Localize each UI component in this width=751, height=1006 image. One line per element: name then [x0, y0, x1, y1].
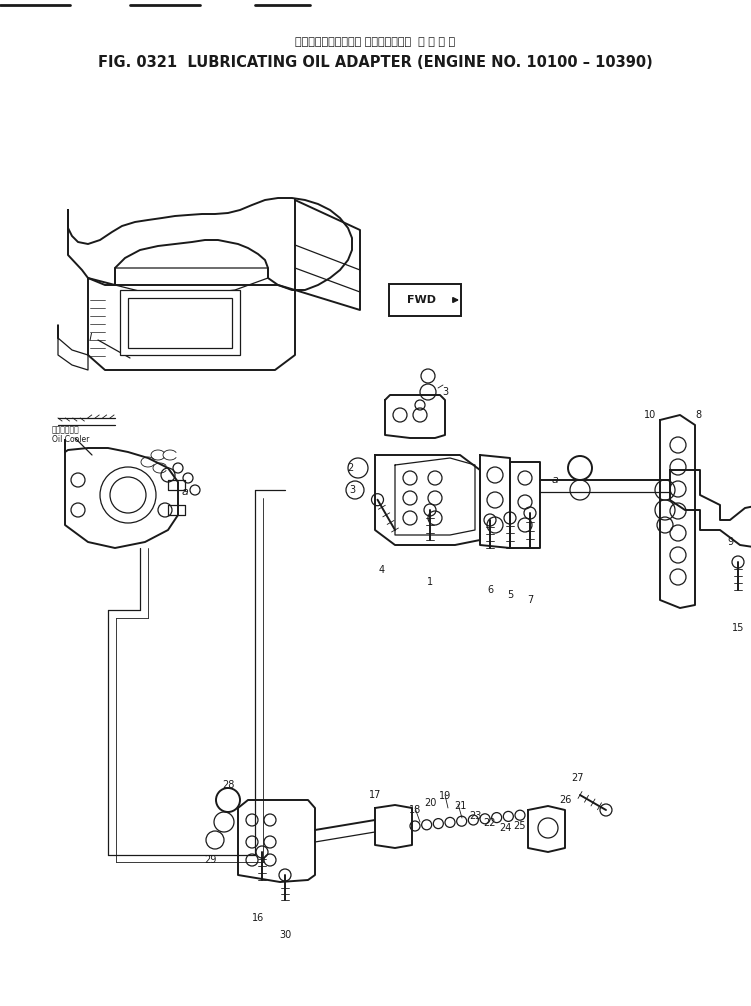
Text: 23: 23 — [469, 811, 481, 821]
Text: 3: 3 — [442, 387, 448, 397]
Text: 15: 15 — [731, 623, 744, 633]
Text: 17: 17 — [369, 790, 382, 800]
Text: 8: 8 — [695, 410, 701, 420]
Text: 2: 2 — [347, 463, 353, 473]
Text: 21: 21 — [454, 801, 466, 811]
Text: 10: 10 — [644, 410, 656, 420]
Text: 9: 9 — [727, 537, 733, 547]
Text: 22: 22 — [484, 818, 496, 828]
Bar — [120, 290, 240, 355]
Text: 5: 5 — [507, 590, 513, 600]
Text: 19: 19 — [439, 791, 451, 801]
Text: a: a — [551, 475, 559, 485]
Text: 29: 29 — [204, 855, 216, 865]
Text: 18: 18 — [409, 805, 421, 815]
Text: 20: 20 — [424, 798, 436, 808]
Text: 4: 4 — [379, 565, 385, 575]
Bar — [128, 298, 232, 348]
Text: 30: 30 — [279, 930, 291, 940]
Text: 28: 28 — [222, 780, 234, 790]
Text: FWD: FWD — [408, 295, 436, 305]
Text: 25: 25 — [514, 821, 526, 831]
Text: a: a — [182, 487, 189, 497]
Text: 1: 1 — [427, 577, 433, 586]
Text: 26: 26 — [559, 795, 572, 805]
Text: 6: 6 — [487, 585, 493, 595]
Text: FIG. 0321  LUBRICATING OIL ADAPTER (ENGINE NO. 10100 – 10390): FIG. 0321 LUBRICATING OIL ADAPTER (ENGIN… — [98, 54, 653, 69]
Text: 24: 24 — [499, 823, 511, 833]
Text: 3: 3 — [349, 485, 355, 495]
Text: 16: 16 — [252, 913, 264, 923]
Text: 27: 27 — [572, 773, 584, 783]
FancyBboxPatch shape — [389, 284, 461, 316]
Text: ルーブリケーティング オイルアダプタ  適 用 号 機: ルーブリケーティング オイルアダプタ 適 用 号 機 — [295, 37, 456, 47]
Text: l: l — [89, 333, 92, 343]
Text: 7: 7 — [527, 595, 533, 605]
Text: オイルクーラ: オイルクーラ — [52, 426, 80, 435]
Text: Oil Cooler: Oil Cooler — [52, 436, 89, 445]
